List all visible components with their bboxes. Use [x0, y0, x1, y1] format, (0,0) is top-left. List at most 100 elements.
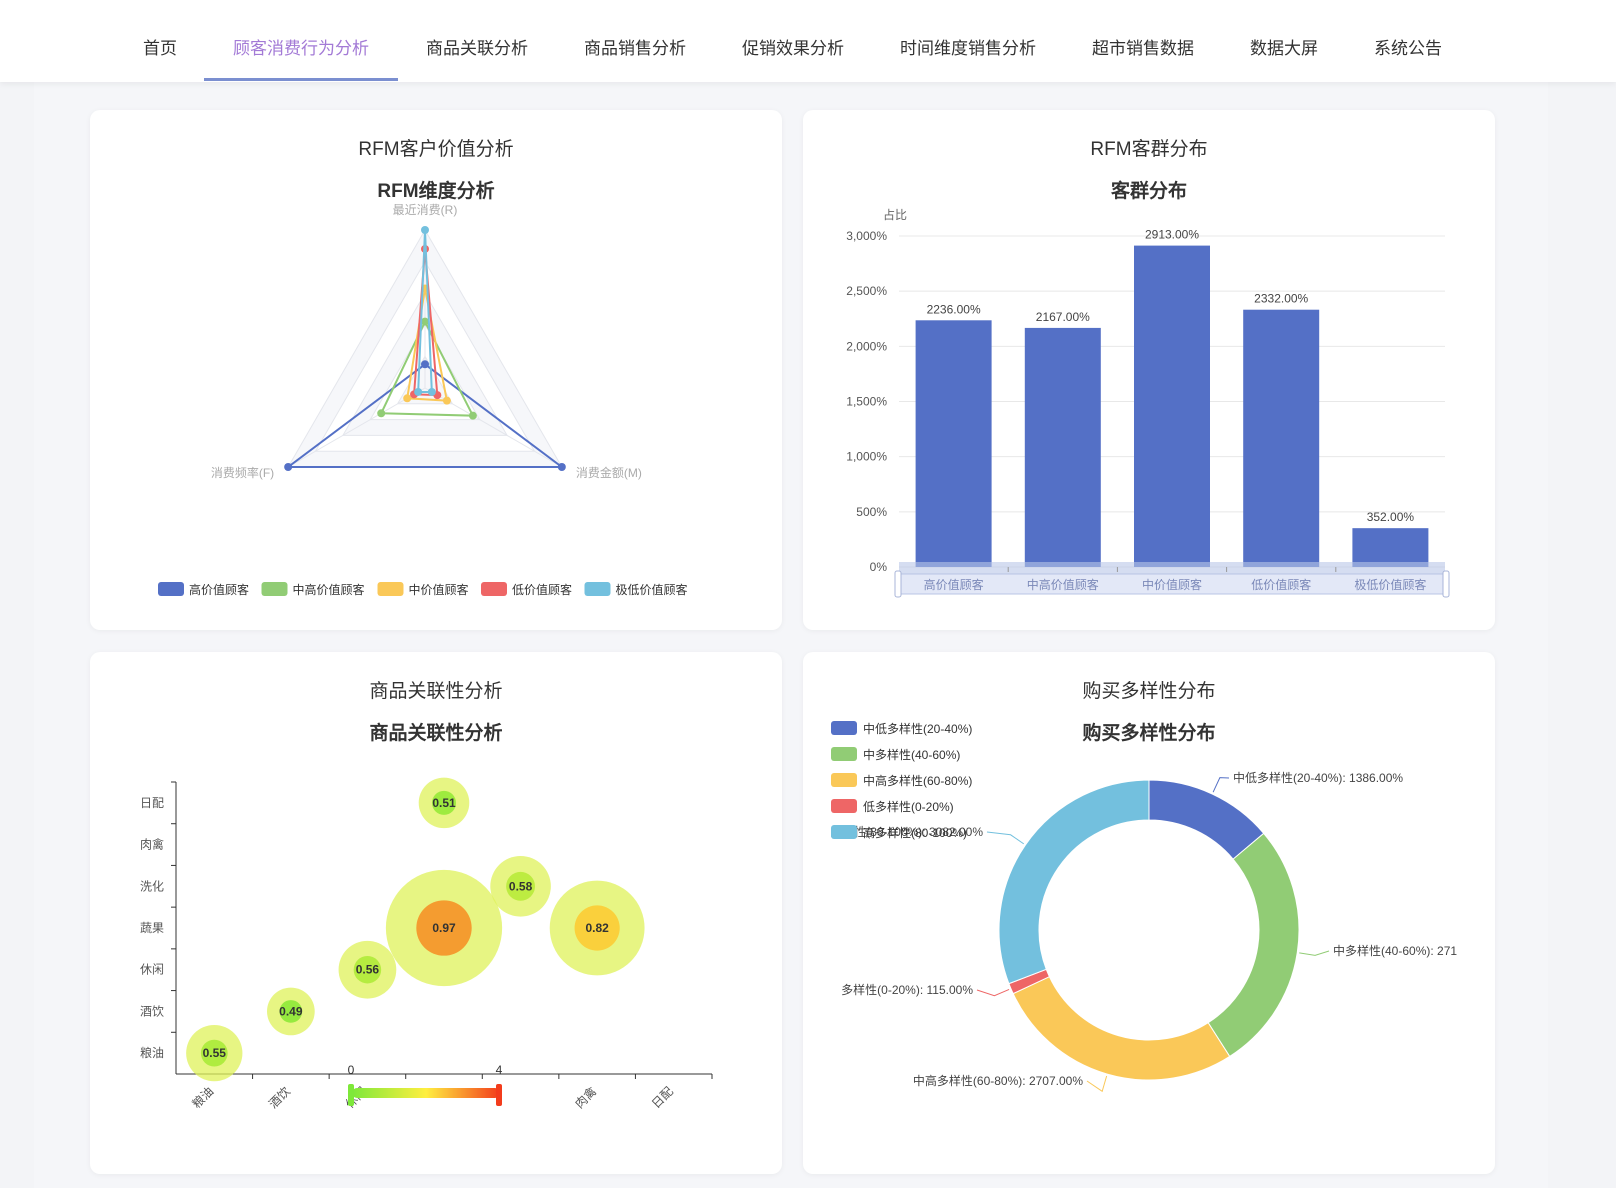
visualmap-max-label: 4	[496, 1063, 503, 1077]
card-title: RFM客群分布	[1090, 139, 1208, 160]
scatter-bubble	[506, 871, 535, 901]
y-tick-label: 1,500%	[846, 395, 887, 409]
legend-swatch	[831, 825, 857, 839]
y-tick-label: 日配	[140, 796, 164, 810]
donut-slice-label: 多样性(80-100%): 3082.00%	[830, 824, 983, 839]
chart-subtitle: RFM维度分析	[377, 181, 495, 202]
scatter-value-label: 0.82	[585, 921, 609, 935]
radar-point	[284, 463, 293, 471]
y-tick-label: 1,000%	[846, 450, 887, 464]
bar-data-label: 2236.00%	[927, 302, 981, 316]
radar-axis-line	[287, 387, 426, 468]
association-scatter-chart: 粮油酒饮休闲蔬果洗化肉禽日配粮油酒饮休闲肉禽日配0.550.490.560.97…	[140, 777, 713, 1112]
chart-subtitle: 购买多样性分布	[1082, 723, 1216, 744]
nav-item-product-sales[interactable]: 商品销售分析	[584, 39, 686, 58]
x-tick-label: 低价值顾客	[1251, 577, 1311, 592]
legend-swatch	[158, 582, 184, 596]
legend-label: 高价值顾客	[189, 582, 249, 597]
bar	[1024, 327, 1101, 567]
y-tick-label: 洗化	[140, 879, 164, 893]
scatter-value-label: 0.58	[509, 879, 533, 893]
datazoom-filler	[899, 562, 1445, 574]
bar	[1243, 309, 1320, 567]
card-title: 商品关联性分析	[369, 681, 503, 702]
radar-indicator-label: 最近消费(R)	[393, 203, 458, 217]
legend-swatch	[377, 582, 404, 596]
scatter-bubble	[353, 955, 382, 984]
legend-swatch	[831, 799, 857, 813]
y-tick-label: 休闲	[140, 963, 164, 977]
x-tick-label: 极低价值顾客	[1354, 577, 1426, 592]
legend-swatch	[261, 582, 288, 596]
card-title: 购买多样性分布	[1082, 681, 1216, 702]
donut-slice	[998, 779, 1150, 985]
legend-label: 中高价值顾客	[293, 582, 365, 597]
scatter-value-label: 0.56	[356, 963, 380, 977]
legend-label: 低价值顾客	[512, 582, 572, 597]
bar-data-label: 352.00%	[1367, 510, 1415, 524]
donut-slice-label: 多样性(0-20%): 115.00%	[841, 982, 973, 997]
radar-indicator-label: 消费频率(F)	[211, 465, 274, 480]
y-tick-label: 酒饮	[140, 1004, 164, 1018]
scatter-bubble	[200, 1039, 228, 1067]
x-tick-label: 中高价值顾客	[1027, 577, 1099, 592]
legend-label: 中多样性(40-60%)	[863, 747, 960, 762]
y-tick-label: 2,000%	[846, 339, 887, 353]
diversity-card: 购买多样性分布 购买多样性分布 中低多样性(20-40%): 1386.00% 中…	[803, 652, 1495, 1174]
scatter-value-label: 0.97	[432, 921, 456, 935]
nav-item-home[interactable]: 首页	[143, 39, 177, 58]
nav-item-time-sales[interactable]: 时间维度销售分析	[900, 39, 1036, 58]
rfm-group-card: RFM客群分布 客群分布 占比 0% 500% 1,000% 1,500% 2,000% 2…	[803, 110, 1495, 630]
radar-series-line	[412, 248, 439, 397]
nav-item-promotion[interactable]: 促销效果分析	[742, 39, 844, 58]
radar-indicator-label: 消费金额(M)	[576, 465, 642, 480]
radar-series-line	[379, 319, 475, 417]
donut-slice-label: 中多样性(40-60%): 271	[1333, 943, 1457, 958]
y-tick-label: 蔬果	[140, 921, 164, 935]
visualmap-handle-min	[348, 1084, 354, 1106]
bar	[1352, 528, 1429, 567]
rfm-value-card: RFM客户价值分析 RFM维度分析 最近消费(R) 消费频率(F) 消费金额(M) 高…	[90, 110, 782, 630]
x-tick-label: 酒饮	[266, 1084, 293, 1111]
bar	[915, 320, 992, 567]
y-tick-label: 500%	[856, 505, 887, 519]
datazoom-handle-right	[1442, 570, 1450, 598]
bar-data-label: 2167.00%	[1036, 310, 1090, 324]
nav-item-supermarket-data[interactable]: 超市销售数据	[1092, 39, 1194, 58]
y-tick-label: 3,000%	[846, 229, 887, 243]
donut-slice-label: 中低多样性(20-40%): 1386.00%	[1233, 770, 1403, 785]
donut-slice	[1207, 832, 1300, 1058]
chart-subtitle: 商品关联性分析	[369, 723, 503, 744]
legend-swatch	[481, 582, 507, 596]
radar-point	[557, 463, 566, 471]
scatter-bubble	[416, 900, 472, 956]
legend-label: 低多样性(0-20%)	[863, 799, 954, 814]
donut-slice	[1012, 975, 1231, 1081]
donut-slice-label: 中高多样性(60-80%): 2707.00%	[913, 1073, 1083, 1088]
radar-point	[377, 409, 386, 418]
radar-point	[403, 394, 412, 403]
radar-point	[421, 317, 429, 326]
nav-item-product-association[interactable]: 商品关联分析	[426, 39, 528, 58]
content-area: RFM客户价值分析 RFM维度分析 最近消费(R) 消费频率(F) 消费金额(M) 高…	[34, 82, 1548, 1188]
scatter-value-label: 0.49	[279, 1004, 303, 1018]
legend-label: 中高多样性(60-80%)	[863, 773, 972, 788]
legend-swatch	[831, 773, 857, 787]
donut-leader-line	[1212, 777, 1230, 793]
bar	[1134, 245, 1210, 567]
bar-data-label: 2913.00%	[1145, 228, 1199, 242]
scatter-bubble	[431, 790, 457, 815]
nav-active-indicator	[204, 78, 398, 81]
radar-point	[421, 360, 429, 369]
nav-item-dashboard[interactable]: 数据大屏	[1250, 39, 1318, 58]
visualmap-bar	[352, 1088, 500, 1098]
nav-item-announcement[interactable]: 系统公告	[1374, 39, 1442, 58]
assoc-card: 商品关联性分析 商品关联性分析 粮油酒饮休闲蔬果洗化肉禽日配粮油酒饮休闲肉禽日配…	[90, 652, 782, 1174]
legend-label: 中价值顾客	[409, 582, 469, 597]
chart-subtitle: 客群分布	[1110, 181, 1187, 202]
nav-item-customer-behavior[interactable]: 顾客消费行为分析	[233, 39, 369, 58]
x-tick-label: 肉禽	[572, 1084, 600, 1112]
radar-series-line	[417, 229, 433, 393]
y-tick-label: 肉禽	[140, 837, 164, 852]
legend-swatch	[831, 747, 857, 761]
